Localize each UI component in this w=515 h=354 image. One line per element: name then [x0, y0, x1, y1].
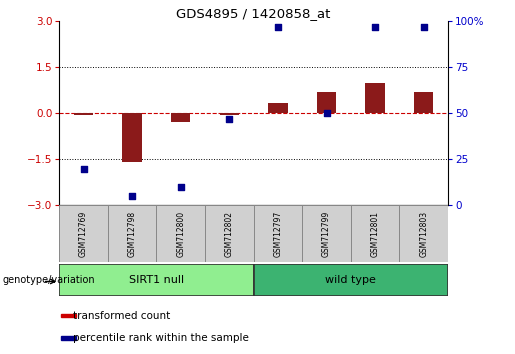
Text: GSM712803: GSM712803: [419, 211, 428, 257]
Text: GSM712802: GSM712802: [225, 211, 234, 257]
Title: GDS4895 / 1420858_at: GDS4895 / 1420858_at: [177, 7, 331, 20]
Point: [371, 24, 379, 30]
Text: SIRT1 null: SIRT1 null: [129, 275, 184, 285]
Bar: [74, 113, 93, 115]
Text: GSM712798: GSM712798: [128, 211, 136, 257]
Text: GSM712801: GSM712801: [371, 211, 380, 257]
Point: [128, 193, 136, 199]
Point: [322, 110, 331, 116]
Bar: [253, 205, 302, 262]
Text: wild type: wild type: [325, 275, 376, 285]
Bar: [268, 103, 288, 113]
Bar: [400, 205, 448, 262]
Text: percentile rank within the sample: percentile rank within the sample: [74, 333, 249, 343]
Bar: [317, 92, 336, 113]
Bar: [59, 264, 253, 296]
Bar: [123, 113, 142, 162]
Point: [274, 24, 282, 30]
Bar: [253, 264, 448, 296]
Text: GSM712769: GSM712769: [79, 211, 88, 257]
Bar: [171, 113, 191, 122]
Text: transformed count: transformed count: [74, 311, 171, 321]
Text: GSM712800: GSM712800: [176, 211, 185, 257]
Bar: [157, 205, 205, 262]
Bar: [351, 205, 400, 262]
Point: [79, 166, 88, 171]
Bar: [59, 205, 108, 262]
Point: [420, 24, 428, 30]
Bar: [219, 113, 239, 115]
Bar: [366, 82, 385, 113]
Bar: [61, 314, 76, 318]
Bar: [302, 205, 351, 262]
Bar: [414, 92, 434, 113]
Text: GSM712799: GSM712799: [322, 211, 331, 257]
Point: [225, 116, 233, 122]
Text: GSM712797: GSM712797: [273, 211, 282, 257]
Bar: [205, 205, 253, 262]
Bar: [61, 336, 76, 340]
Text: genotype/variation: genotype/variation: [3, 275, 95, 285]
Point: [177, 184, 185, 190]
Bar: [108, 205, 157, 262]
